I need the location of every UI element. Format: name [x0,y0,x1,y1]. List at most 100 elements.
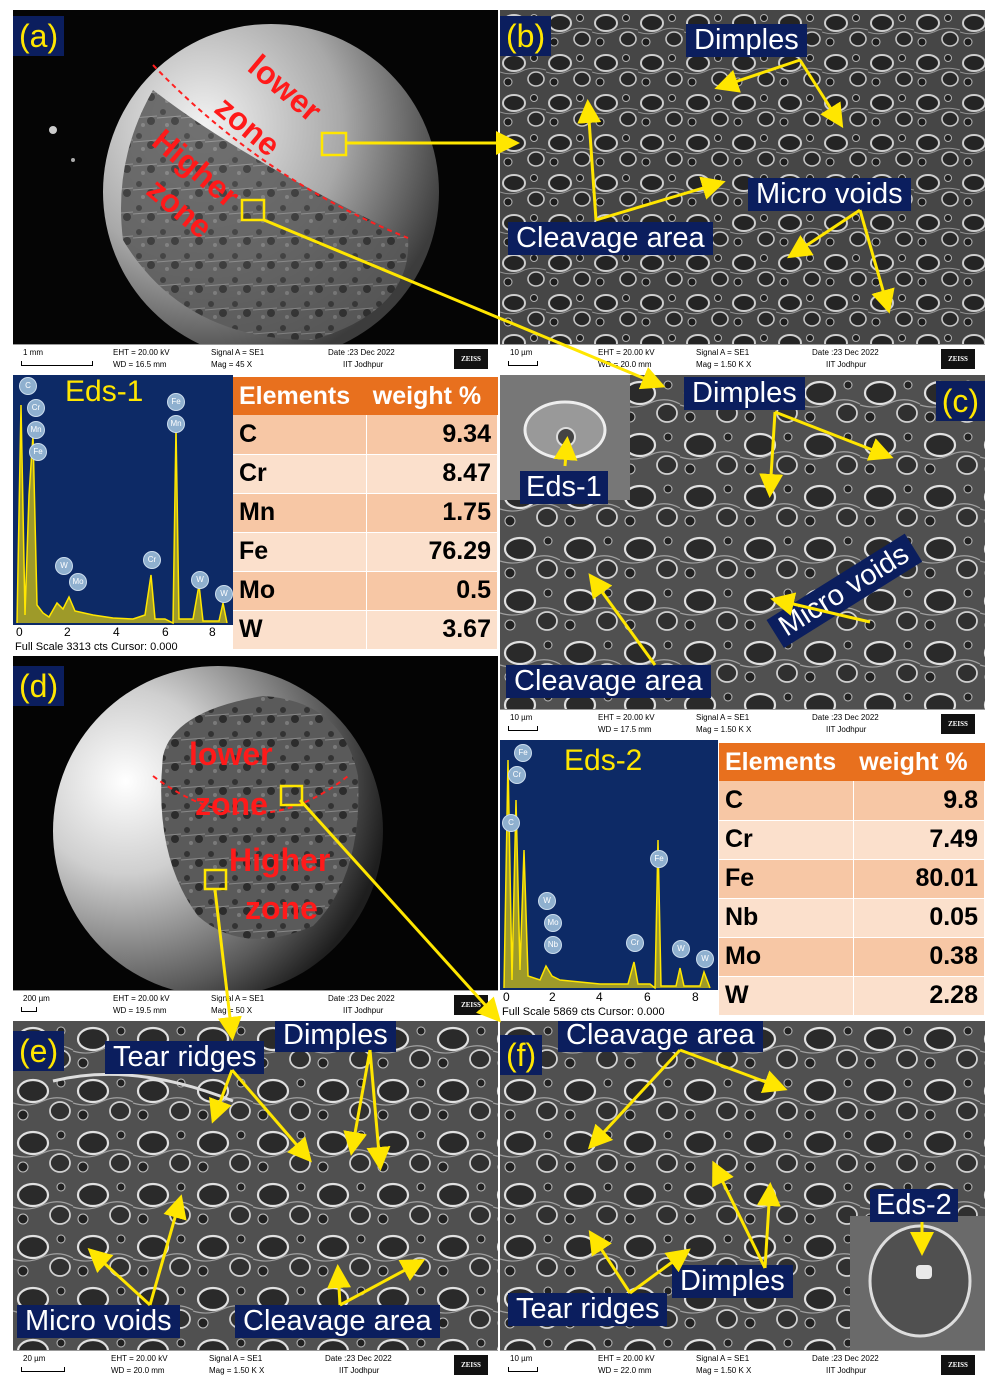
panel-b: (b) Dimples Micro voids Cleavage area 10… [500,10,985,372]
peak-label: Cr [508,766,526,784]
tick-label: 0 [503,990,510,1004]
scale-bar [508,726,538,731]
scale-text: 10 µm [510,713,533,722]
panel-label: (b) [500,16,552,56]
feature-label: Dimples [672,1265,793,1298]
peak-label: Fe [650,850,668,868]
zeiss-logo: ZEISS [941,714,975,734]
mag-text: Mag = 45 X [211,360,253,369]
peak-label: C [502,814,520,832]
eds1-weight-table: Elements weight % C 9.34 Cr 8.47 Mn 1.75 Fe 7… [233,377,498,650]
weight-cell: 76.29 [366,532,498,572]
tick-label: 4 [113,625,120,639]
date-text: Date :23 Dec 2022 [812,348,879,357]
zeiss-logo: ZEISS [454,349,488,369]
element-cell: Cr [233,454,368,494]
eht-text: EHT = 20.00 kV [598,713,655,722]
peak-label: Mo [544,914,562,932]
peak-label: Cr [27,399,45,417]
mag-text: Mag = 1.50 K X [209,1366,265,1375]
tick-label: 2 [549,990,556,1004]
element-cell: W [233,610,368,650]
weight-cell: 8.47 [366,454,498,494]
scale-bar [21,361,93,366]
eds1-title: Eds-1 [65,375,144,408]
scale-bar [21,1007,37,1012]
scale-bar [21,1367,65,1372]
mag-text: Mag = 1.50 K X [696,360,752,369]
weight-cell: 0.5 [366,571,498,611]
full-scale-text: Full Scale 3313 cts Cursor: 0.000 [15,641,178,653]
scale-bar [508,1367,538,1372]
zone-label: zone [195,786,268,822]
sem-info-bar: 10 µm EHT = 20.00 kV WD = 17.5 mm Signal… [500,709,985,737]
scale-text: 10 µm [510,348,533,357]
weight-cell: 9.8 [853,781,986,821]
element-cell: W [719,976,854,1016]
element-cell: Cr [719,820,854,860]
weight-cell: 80.01 [853,859,986,899]
feature-label: Dimples [684,377,805,410]
peak-label: Cr [143,551,161,569]
wd-text: WD = 20.0 mm [111,1366,165,1375]
weight-cell: 2.28 [853,976,986,1016]
wd-text: WD = 16.5 mm [113,360,167,369]
eds1-axis: 0 2 4 6 8 Full Scale 3313 cts Cursor: 0.… [13,625,233,653]
signal-text: Signal A = SE1 [211,994,265,1003]
weight-cell: 3.67 [366,610,498,650]
element-cell: Mo [233,571,368,611]
weight-cell: 9.34 [366,415,498,455]
signal-text: Signal A = SE1 [696,713,750,722]
panel-a: (a) lower zone Higher zone 1 mm EHT = 20… [13,10,498,372]
feature-label: Micro voids [748,178,911,211]
tick-label: 8 [692,990,699,1004]
zone-label: Higher [229,842,331,878]
mag-text: Mag = 1.50 K X [696,1366,752,1375]
peak-label: Mn [167,415,185,433]
table-row: C 9.34 [233,415,498,455]
tick-label: 4 [596,990,603,1004]
feature-label: Cleavage area [235,1305,440,1338]
feature-label: Cleavage area [558,1021,763,1052]
tick-label: 0 [16,625,23,639]
panel-label: (e) [13,1031,65,1071]
mag-text: Mag = 50 X [211,1006,253,1015]
tick-label: 8 [209,625,216,639]
table-header: Elements [233,377,367,415]
eds2-spectrum: Eds-2 Fe Cr C W Mo Nb Fe Cr W W 0 2 4 6 … [500,740,718,1018]
feature-label: Micro voids [17,1305,180,1338]
peak-label: W [191,571,209,589]
feature-label: Tear ridges [508,1293,668,1326]
fracture-surface-image-b [500,10,985,344]
peak-label: W [672,940,690,958]
scale-bar [508,361,538,366]
table-row: Mo 0.38 [719,937,986,977]
feature-label: Dimples [275,1021,396,1052]
table-row: Cr 7.49 [719,820,986,860]
peak-label: Mn [27,421,45,439]
fracture-surface-image-c [500,375,985,709]
eds2-spectrum-plot [503,759,711,990]
zeiss-logo: ZEISS [941,1355,975,1375]
eht-text: EHT = 20.00 kV [598,1354,655,1363]
table-row: C 9.8 [719,781,986,821]
scale-text: 10 µm [510,1354,533,1363]
peak-label: Mo [69,573,87,591]
org-text: IIT Jodhpur [343,1006,384,1015]
feature-label: Cleavage area [506,665,711,698]
scale-text: 1 mm [23,348,43,357]
table-row: Fe 76.29 [233,532,498,572]
weight-cell: 0.38 [853,937,986,977]
panel-label: (f) [500,1035,543,1075]
scale-text: 20 µm [23,1354,46,1363]
eht-text: EHT = 20.00 kV [113,994,170,1003]
panel-d: (d) lower zone Higher zone 200 µm EHT = … [13,656,498,1018]
wd-text: WD = 22.0 mm [598,1366,652,1375]
tick-label: 6 [644,990,651,1004]
org-text: IIT Jodhpur [343,360,384,369]
eht-text: EHT = 20.00 kV [598,348,655,357]
org-text: IIT Jodhpur [339,1366,380,1375]
feature-label: Cleavage area [508,222,713,255]
element-cell: C [719,781,854,821]
peak-label: Cr [626,934,644,952]
